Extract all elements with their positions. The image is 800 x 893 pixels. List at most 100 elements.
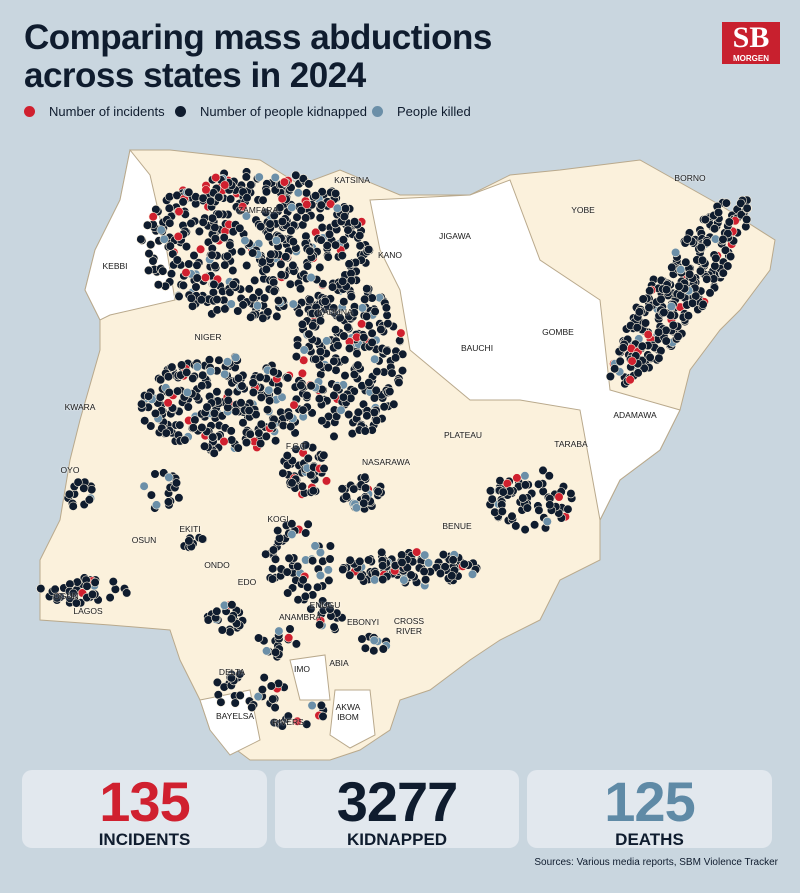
dot <box>297 319 308 330</box>
dot <box>311 191 321 201</box>
dot <box>625 375 635 385</box>
dot <box>362 311 372 322</box>
dot <box>723 261 733 271</box>
dot <box>270 554 281 564</box>
dot <box>281 252 291 262</box>
dot <box>339 212 350 222</box>
dot <box>174 493 184 503</box>
dot <box>396 328 406 338</box>
dot <box>197 534 208 544</box>
dot <box>269 286 279 296</box>
dot <box>709 224 720 234</box>
dot <box>262 405 273 415</box>
dot <box>226 614 237 624</box>
state-label: ANAMBRA <box>278 612 322 622</box>
dot <box>207 250 217 260</box>
dot <box>291 639 302 649</box>
dot <box>397 366 408 376</box>
dot <box>301 528 311 538</box>
dot <box>258 313 268 323</box>
dot <box>507 511 517 521</box>
dot <box>161 428 171 438</box>
dot <box>246 180 256 190</box>
dot <box>721 198 732 208</box>
dot <box>225 240 235 250</box>
dot <box>263 307 273 317</box>
dot <box>108 576 118 587</box>
dot <box>198 370 208 380</box>
logo-name: MORGEN <box>733 54 769 63</box>
dot <box>364 244 374 255</box>
dot <box>438 549 449 560</box>
dot <box>231 406 241 417</box>
dot <box>345 570 355 580</box>
dot <box>370 306 380 317</box>
dot <box>254 172 264 182</box>
dot <box>742 203 752 213</box>
dot <box>273 296 284 306</box>
dot <box>210 222 220 233</box>
state-label: KWARA <box>64 402 96 412</box>
dot <box>220 304 230 314</box>
dot <box>485 486 496 496</box>
dot <box>212 305 222 315</box>
dot <box>87 485 97 495</box>
dot <box>275 203 285 213</box>
dot <box>241 172 251 182</box>
state-label: DELTA <box>218 667 246 677</box>
dot <box>487 494 497 504</box>
dot <box>189 250 199 261</box>
dot <box>383 319 393 329</box>
dot <box>702 274 712 284</box>
dot <box>357 634 367 644</box>
dot <box>164 387 174 398</box>
state-label: CROSS RIVER <box>393 616 425 636</box>
state-label: JIGAWA <box>439 231 471 241</box>
dot <box>378 644 388 654</box>
dot <box>110 584 120 594</box>
dot <box>122 588 132 598</box>
dot <box>163 372 173 382</box>
dot <box>252 301 263 311</box>
dot <box>633 368 643 378</box>
dot <box>177 360 187 370</box>
dot <box>720 245 731 255</box>
dot <box>105 592 115 603</box>
dot <box>326 199 336 209</box>
dot <box>270 172 280 183</box>
state-label: NASARAWA <box>361 457 411 467</box>
dot <box>209 279 219 290</box>
dot <box>357 319 367 329</box>
dot <box>303 453 313 464</box>
dot <box>165 218 175 228</box>
dot <box>447 571 457 581</box>
dot <box>271 436 281 446</box>
dot <box>315 620 325 630</box>
state-label: PLATEAU <box>443 430 483 440</box>
dot <box>164 472 174 483</box>
dot <box>214 355 224 365</box>
dot <box>283 588 293 598</box>
dot <box>304 329 314 339</box>
dot <box>186 293 196 303</box>
dot <box>315 213 325 223</box>
state-label: OYO <box>60 465 80 475</box>
stat-label: KIDNAPPED <box>346 830 448 849</box>
dot <box>303 582 313 592</box>
dot <box>512 473 522 483</box>
dot <box>226 673 236 683</box>
state-label: KOGI <box>267 514 289 524</box>
dot <box>261 187 272 197</box>
dot <box>369 646 379 656</box>
dot <box>367 328 377 338</box>
legend-item: Number of incidents <box>24 104 165 119</box>
dot <box>194 226 204 236</box>
stat-label: DEATHS <box>615 830 684 849</box>
dot <box>297 481 308 492</box>
dot <box>654 353 664 363</box>
dot <box>227 435 237 445</box>
dot <box>545 500 555 510</box>
dot <box>200 273 211 283</box>
dot <box>666 301 677 312</box>
dot <box>226 299 236 309</box>
